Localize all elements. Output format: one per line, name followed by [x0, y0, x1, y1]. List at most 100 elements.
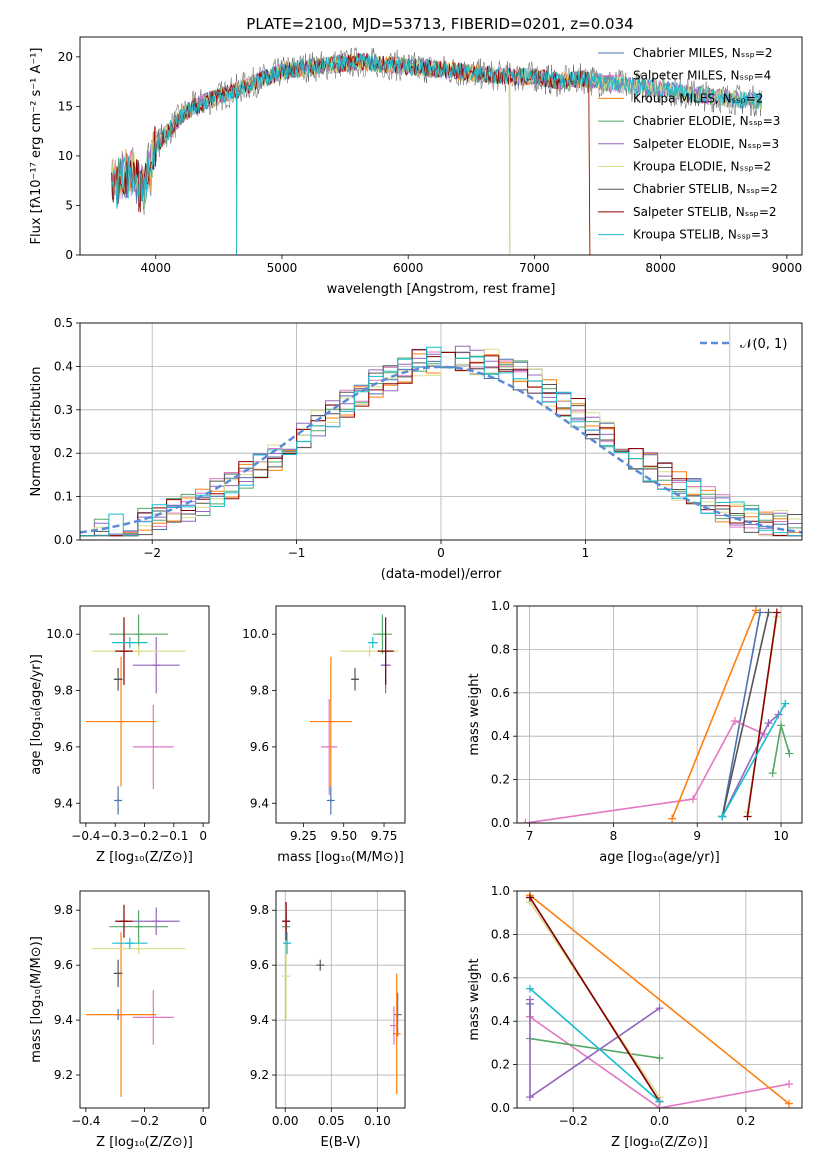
x-tick-label: 0.00 [272, 1114, 299, 1128]
y-axis-label: Flux [fλ10⁻¹⁷ erg cm⁻² s⁻¹ A⁻¹] [29, 48, 44, 245]
y-tick-label: 0.0 [54, 533, 73, 547]
histogram-steps [80, 346, 802, 537]
x-tick-label: −0.2 [130, 1114, 159, 1128]
x-tick-label: −0.4 [71, 829, 100, 843]
x-tick-label: 5000 [267, 261, 298, 275]
x-tick-label: 9000 [772, 261, 803, 275]
figure-title: PLATE=2100, MJD=53713, FIBERID=0201, z=0… [246, 15, 633, 33]
axes-frame [79, 322, 803, 541]
x-axis-label: Z [log₁₀(Z/Z⊙)] [96, 1135, 193, 1150]
data-point [525, 1093, 534, 1102]
x-tick-label: 0.10 [364, 1114, 391, 1128]
y-tick-label: 0.3 [54, 403, 73, 417]
x-tick-label: 0.2 [736, 1114, 755, 1128]
data-point [756, 608, 765, 617]
y-tick-label: 15 [58, 99, 73, 113]
y-tick-label: 0.4 [54, 359, 73, 373]
y-axis-label: mass weight [467, 673, 482, 755]
x-tick-label: 9.75 [371, 829, 398, 843]
y-tick-label: 9.4 [250, 796, 269, 810]
x-axis-label: (data-model)/error [381, 567, 502, 582]
y-tick-label: 9.4 [54, 796, 73, 810]
x-axis-label: E(B-V) [320, 1135, 360, 1150]
legend-label: Salpeter MILES, Nₛₛₚ=4 [633, 69, 771, 83]
x-tick-label: 4000 [140, 261, 171, 275]
data-point [525, 995, 534, 1004]
legend-label: Chabrier STELIB, Nₛₛₚ=2 [633, 182, 778, 196]
plot-area [80, 345, 802, 537]
data-point [655, 1004, 664, 1013]
x-tick-label: −0.3 [101, 829, 130, 843]
x-tick-label: 1 [582, 546, 590, 560]
chart-age-vs-metallicity: −0.4 −0.3 −0.2 −0.1 0 9.4 9.6 9.8 10.0 Z [log₁₀(Z… [29, 605, 210, 865]
y-tick-label: 9.8 [54, 903, 73, 917]
series-line [529, 897, 661, 1102]
data-point [743, 812, 752, 821]
series-line [529, 1037, 660, 1059]
axes-frame [516, 890, 803, 1109]
y-tick-label: 20 [58, 50, 73, 64]
data-point [785, 1099, 794, 1108]
data-point [751, 606, 760, 615]
y-tick-label: 9.8 [250, 903, 269, 917]
y-tick-label: 0.0 [491, 1101, 510, 1115]
axes-frame [275, 605, 406, 824]
y-tick-label: 0.2 [491, 773, 510, 787]
series-line [529, 1016, 790, 1108]
data-point [668, 814, 677, 823]
x-tick-label: 8 [610, 829, 618, 843]
axes-frame [79, 890, 210, 1109]
x-tick-label: 0 [199, 1114, 207, 1128]
y-tick-label: 0.5 [54, 316, 73, 330]
series-line [721, 612, 761, 817]
data-point [718, 812, 727, 821]
y-tick-label: 9.6 [54, 958, 73, 972]
plot-area [111, 47, 762, 255]
y-axis-label: age [log₁₀(age/yr)] [29, 654, 44, 775]
y-tick-label: 0.4 [491, 729, 510, 743]
x-axis-label: Z [log₁₀(Z/Z⊙)] [96, 850, 193, 865]
x-tick-label: 10 [773, 829, 788, 843]
data-point [730, 717, 739, 726]
chart-residual-histogram: −2 −1 0 1 2 0.0 0.1 0.2 0.3 0.4 0.5 (data-model)/er… [29, 316, 803, 582]
series-line [671, 610, 757, 819]
y-tick-label: 9.8 [250, 684, 269, 698]
axes-frame [79, 605, 210, 824]
y-tick-label: 9.6 [250, 958, 269, 972]
x-axis-label: age [log₁₀(age/yr)] [599, 850, 720, 865]
x-tick-label: 9 [693, 829, 701, 843]
legend-label: Chabrier MILES, Nₛₛₚ=2 [633, 46, 773, 60]
series-line-kroupa-stelib [111, 53, 762, 255]
data-point [525, 984, 534, 993]
plot-area [85, 614, 186, 815]
series-line [525, 719, 765, 823]
normal-curve [80, 365, 802, 534]
x-tick-label: 8000 [645, 261, 676, 275]
y-tick-label: 9.2 [250, 1068, 269, 1082]
series-line [721, 612, 770, 817]
y-tick-label: 1.0 [491, 599, 510, 613]
data-point [525, 893, 534, 902]
data-point [777, 721, 786, 730]
y-tick-label: 10 [58, 149, 73, 163]
x-tick-label: −0.2 [130, 829, 159, 843]
series-line [529, 894, 790, 1105]
data-point [764, 719, 773, 728]
y-tick-label: 9.2 [54, 1068, 73, 1082]
data-point [772, 608, 781, 617]
y-tick-label: 0.0 [491, 816, 510, 830]
chart-mass-weight-vs-age: 7 8 9 10 0.0 0.2 0.4 0.6 0.8 1.0 age [log₁₀(age/yr… [467, 599, 803, 865]
y-tick-label: 9.4 [54, 1013, 73, 1027]
chart-mass-vs-metallicity: −0.4 −0.2 0 9.2 9.4 9.6 9.8 Z [log₁₀(Z/Z⊙)] mass… [29, 890, 210, 1150]
x-tick-label: 6000 [393, 261, 424, 275]
data-point [689, 795, 698, 804]
legend-label: Salpeter STELIB, Nₛₛₚ=2 [633, 205, 777, 219]
x-tick-label: 9.25 [290, 829, 317, 843]
y-tick-label: 9.6 [250, 740, 269, 754]
y-tick-label: 9.8 [54, 684, 73, 698]
y-tick-label: 0.8 [491, 927, 510, 941]
y-tick-label: 1.0 [491, 884, 510, 898]
data-point [655, 1054, 664, 1063]
x-tick-label: 2 [726, 546, 734, 560]
